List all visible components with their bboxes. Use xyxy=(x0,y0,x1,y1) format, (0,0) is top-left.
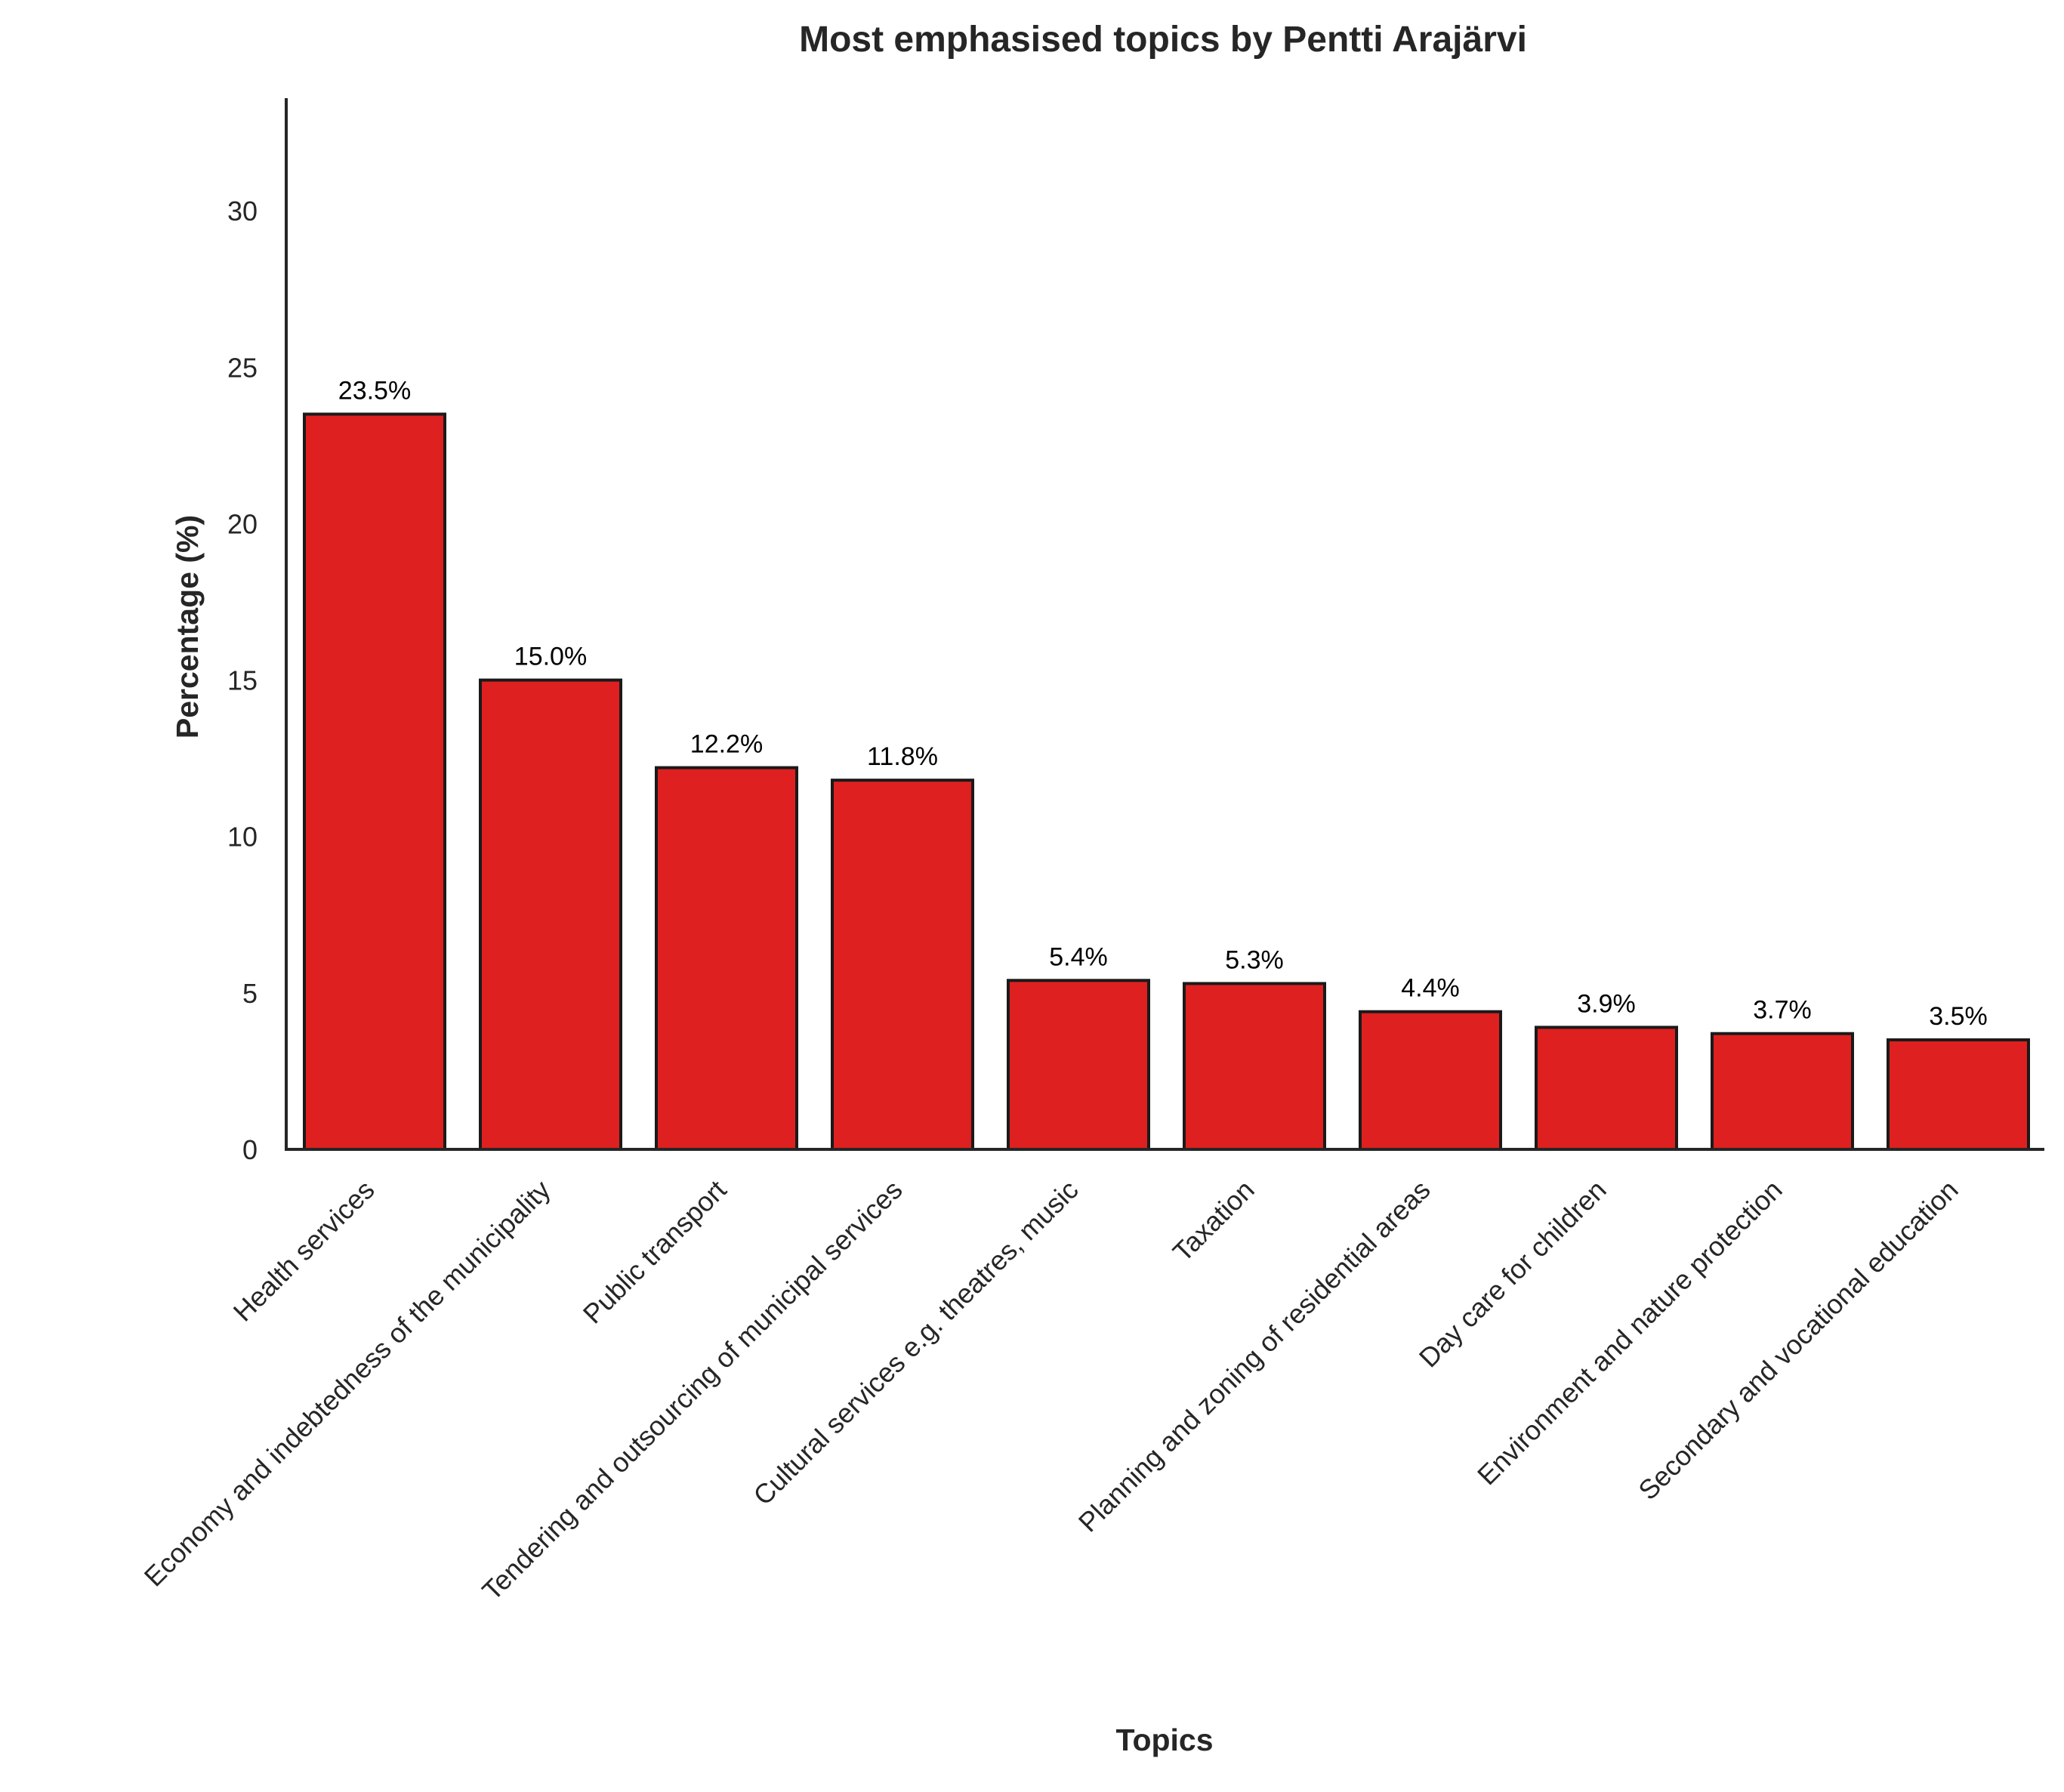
y-axis-label: Percentage (%) xyxy=(170,515,205,739)
bar xyxy=(655,766,798,1151)
y-tick-label: 10 xyxy=(227,822,258,853)
x-tick-label: Planning and zoning of residential areas xyxy=(1072,1174,1436,1538)
x-tick-label: Public transport xyxy=(577,1174,733,1330)
chart-title: Most emphasised topics by Pentti Arajärv… xyxy=(799,20,1527,60)
y-tick-label: 25 xyxy=(227,352,258,383)
data-label: 3.9% xyxy=(1577,989,1636,1018)
data-label: 11.8% xyxy=(867,742,938,771)
bar xyxy=(1887,1038,2030,1151)
y-tick-label: 20 xyxy=(227,508,258,539)
data-label: 23.5% xyxy=(338,376,411,405)
bar xyxy=(1711,1032,1854,1151)
y-tick-label: 5 xyxy=(242,978,258,1009)
y-tick-label: 0 xyxy=(242,1134,258,1165)
bars-group xyxy=(303,412,2030,1152)
data-label: 15.0% xyxy=(514,643,587,671)
bar xyxy=(831,779,974,1151)
data-label: 12.2% xyxy=(690,730,763,759)
data-label: 3.5% xyxy=(1929,1002,1988,1031)
x-tick-label: Tendering and outsourcing of municipal s… xyxy=(476,1174,908,1606)
bar xyxy=(1359,1010,1502,1151)
y-axis-ticks: 0 5 10 15 20 25 30 xyxy=(227,196,258,1165)
x-axis-label: Topics xyxy=(1115,1723,1213,1757)
x-tick-label: Secondary and vocational education xyxy=(1632,1174,1964,1506)
y-tick-label: 15 xyxy=(227,665,258,696)
x-tick-label: Health services xyxy=(227,1174,381,1328)
data-labels-group: 23.5% 15.0% 12.2% 11.8% 5.4% 5.3% 4.4% 3.9% 3.7%… xyxy=(338,376,1988,1031)
bar xyxy=(1183,982,1326,1152)
x-tick-label: Economy and indebtedness of the municipa… xyxy=(138,1174,557,1593)
x-tick-label: Taxation xyxy=(1167,1174,1260,1268)
bar xyxy=(1007,979,1150,1152)
bar xyxy=(1535,1026,1678,1152)
x-tick-label: Environment and nature protection xyxy=(1471,1174,1788,1491)
bar xyxy=(479,678,622,1151)
x-tick-label: Cultural services e.g. theatres, music xyxy=(747,1174,1084,1511)
x-tick-label: Day care for children xyxy=(1413,1174,1612,1374)
data-label: 5.3% xyxy=(1225,945,1284,974)
data-label: 4.4% xyxy=(1401,974,1460,1003)
data-label: 5.4% xyxy=(1049,942,1108,971)
bar xyxy=(303,412,446,1151)
data-label: 3.7% xyxy=(1753,996,1812,1025)
y-tick-label: 30 xyxy=(227,196,258,227)
